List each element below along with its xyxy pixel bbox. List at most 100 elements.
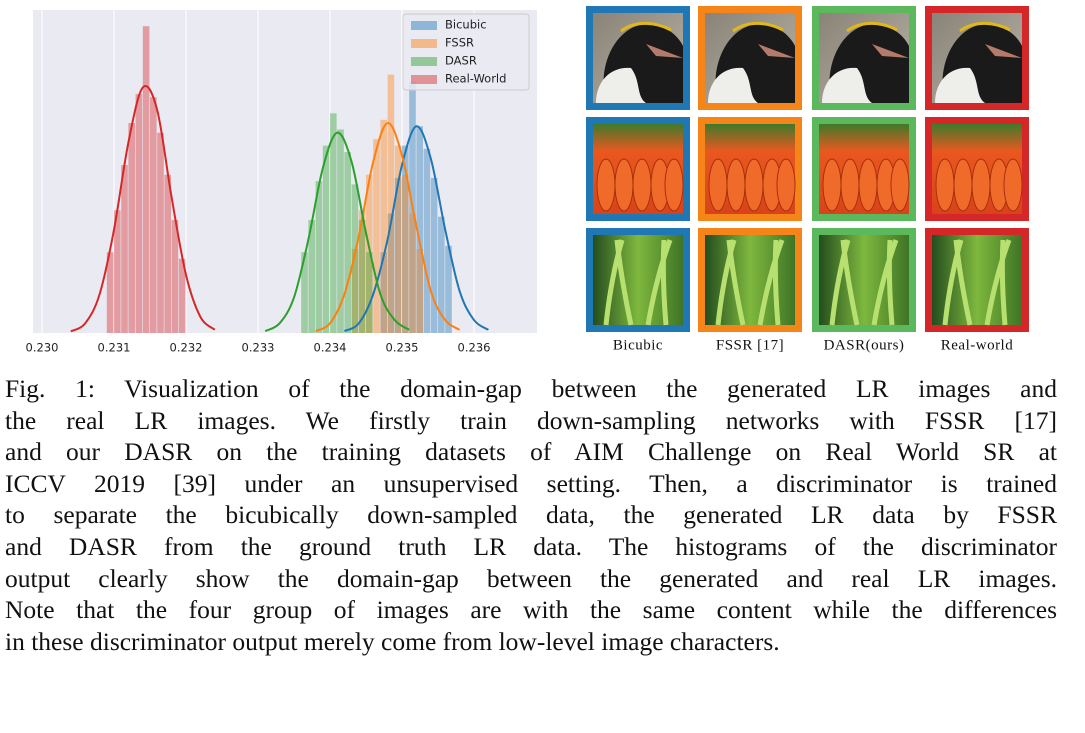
caption-line: output clearly show the domain-gap betwe… (5, 563, 1057, 593)
caption-line: Note that the four group of images are w… (5, 595, 1057, 625)
histogram-bar (402, 145, 409, 333)
histogram-bar (106, 252, 114, 333)
grass-blade (984, 239, 1012, 326)
column-label: FSSR [17] (716, 337, 784, 353)
kde-curve (315, 122, 461, 332)
histogram-bar (430, 177, 438, 333)
petal (664, 158, 684, 212)
histogram-bar (351, 249, 359, 333)
histogram-bar (114, 210, 121, 333)
histogram-bar (416, 249, 423, 333)
penguin-belly (708, 67, 758, 103)
histogram-bar (358, 219, 366, 333)
histogram-bar (164, 174, 171, 333)
kde-curve (343, 125, 489, 332)
penguin-beak (985, 44, 1022, 58)
grass-blade (953, 239, 973, 326)
histogram-bar (380, 252, 387, 333)
x-tick-label: 0.230 (26, 341, 59, 355)
petal (971, 158, 991, 212)
caption-line: the real LR images. We firstly train dow… (5, 405, 1057, 435)
histogram-bar (178, 258, 186, 333)
grass-blade (757, 239, 785, 326)
petal (632, 158, 652, 212)
histogram-bar (387, 213, 395, 333)
petal (708, 158, 728, 212)
grass-blade (840, 239, 860, 326)
histogram-bar (322, 145, 330, 333)
histogram-bar (337, 129, 344, 333)
histogram-bar (438, 216, 445, 333)
histogram-bar (142, 26, 150, 334)
caption-line: in these discriminator output merely com… (5, 626, 780, 656)
histogram-bar (394, 177, 402, 333)
histogram-bar (358, 210, 366, 333)
histogram-bar (366, 174, 373, 333)
penguin-belly (822, 67, 872, 103)
legend-swatch (411, 21, 437, 30)
histogram-bar (344, 152, 351, 333)
x-tick-label: 0.232 (170, 341, 203, 355)
penguin-crest (620, 21, 672, 33)
grass-blade (660, 239, 669, 326)
histogram-bar (445, 245, 452, 333)
grass-blade (772, 239, 781, 326)
grass-blade (999, 239, 1008, 326)
histogram-bar (409, 213, 416, 333)
petal (726, 158, 746, 212)
legend-label: Bicubic (445, 18, 487, 32)
caption-line: and DASR from the ground truth LR data. … (5, 531, 1057, 561)
x-tick-label: 0.236 (458, 341, 491, 355)
legend-swatch (411, 39, 437, 48)
x-tick-label: 0.234 (314, 341, 347, 355)
histogram-bar (315, 181, 323, 333)
petal (822, 158, 842, 212)
legend-swatch (411, 75, 437, 84)
legend-label: Real-World (445, 72, 506, 86)
image-grid: Bicubic FSSR [17] DASR(ours) Real-world (586, 6, 1029, 353)
histogram-bar (330, 113, 337, 333)
histogram-bar (416, 126, 423, 333)
histogram-bar (373, 139, 380, 333)
column-label: Real-world (941, 337, 1013, 353)
histogram-bar (380, 119, 387, 333)
grass-blade (886, 239, 895, 326)
histogram-bar (387, 74, 395, 333)
histogram-bar (157, 132, 164, 333)
caption-line: Fig. 1: Visualization of the domain-gap … (5, 374, 1057, 403)
petal (614, 158, 634, 212)
x-tick-label: 0.235 (386, 341, 419, 355)
histogram-bar (308, 219, 315, 333)
petal (776, 158, 796, 212)
petal (596, 158, 616, 212)
histogram-bar (402, 174, 409, 333)
kde-curve (264, 131, 410, 332)
histogram-bar (121, 165, 128, 333)
caption-line: ICCV 2019 [39] under an unsupervised set… (5, 468, 1057, 498)
grass-blade (645, 239, 673, 326)
penguin-crest (959, 21, 1011, 33)
caption-line: to separate the bicubically down-sampled… (5, 500, 1057, 530)
penguin-crest (846, 21, 898, 33)
penguin-beak (758, 44, 795, 58)
penguin-beak (872, 44, 909, 58)
petal (935, 158, 955, 212)
petal (1003, 158, 1023, 212)
x-tick-label: 0.231 (98, 341, 131, 355)
legend-swatch (411, 57, 437, 66)
legend-box (402, 13, 530, 91)
histogram-bar (423, 148, 431, 333)
legend-label: FSSR (445, 36, 474, 50)
column-label: Bicubic (613, 337, 663, 353)
histogram-bar (150, 97, 157, 334)
petal (858, 158, 878, 212)
petal (744, 158, 764, 212)
caption: Fig. 1: Visualization of the domain-gap … (5, 373, 1057, 657)
histogram-bar (366, 252, 373, 333)
penguin-belly (596, 67, 646, 103)
histogram-bar (301, 252, 308, 333)
kde-curve (70, 85, 216, 333)
penguin-belly (935, 67, 985, 103)
histogram-bar (128, 123, 135, 333)
